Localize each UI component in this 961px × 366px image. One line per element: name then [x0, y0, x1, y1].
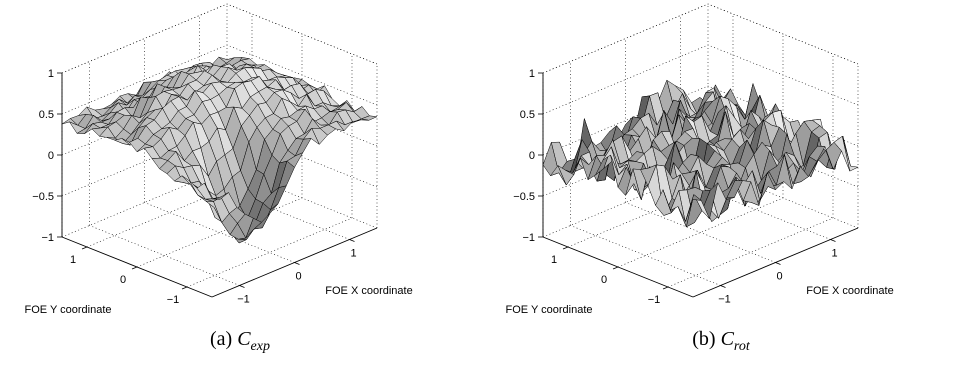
surface-plot-b-canvas: −1 0 1 −1 0 1 −1 −0.5 0 0.5 1 FOE X coordinate FOE Y…: [505, 3, 894, 316]
x-tick: [775, 262, 781, 265]
surface-plot-a-canvas: −1 0 1 −1 0 1 −1 −0.5 0 0.5 1 FOE X coordinate FOE Y…: [24, 3, 413, 316]
grid-line: [199, 179, 350, 240]
grid-line: [570, 225, 721, 286]
x-axis-label: FOE X coordinate: [325, 285, 412, 297]
caption-b-subscript: rot: [733, 339, 750, 354]
y-tick: [562, 246, 569, 250]
caption-a-prefix: (a): [210, 328, 233, 350]
x-tick: [239, 285, 245, 288]
y-axis-label: FOE Y coordinate: [24, 304, 111, 316]
caption-a-subscript: exp: [250, 339, 270, 354]
grid-line: [707, 3, 859, 65]
x-tick: [830, 239, 836, 242]
x-tick-label: 1: [831, 248, 837, 260]
surface: [61, 56, 378, 244]
y-tick-label: 0: [601, 274, 607, 286]
y-tick: [662, 286, 669, 290]
surface-patch: [204, 182, 221, 200]
grid-line: [89, 225, 240, 286]
caption-a: (a) Cexp: [0, 328, 480, 355]
caption-b-prefix: (b): [692, 328, 716, 350]
tick-labels: −1 0 1 −1 0 1 −1 −0.5 0 0.5 1: [513, 68, 837, 306]
grid-line: [707, 85, 859, 147]
z-tick-label: 0.5: [39, 109, 54, 121]
y-tick: [81, 246, 88, 250]
grid-line: [61, 3, 228, 74]
grid-line: [542, 3, 709, 74]
y-tick-label: 1: [551, 254, 557, 266]
z-tick-label: −0.5: [32, 191, 54, 203]
x-tick-label: 0: [776, 271, 782, 283]
y-axis-label: FOE Y coordinate: [505, 304, 592, 316]
surface-plot-a: −1 0 1 −1 0 1 −1 −0.5 0 0.5 1 FOE X coordinate FOE Y…: [0, 0, 480, 366]
caption-b: (b) Crot: [481, 328, 961, 355]
surface-plot-b: −1 0 1 −1 0 1 −1 −0.5 0 0.5 1 FOE X coordinate FOE Y…: [481, 0, 961, 366]
grid-line: [61, 3, 228, 74]
grid-line: [226, 3, 378, 65]
x-tick: [294, 262, 300, 265]
surface-patch: [685, 194, 703, 222]
grid-line: [667, 217, 834, 288]
z-tick-label: −1: [522, 232, 535, 244]
tick-labels: −1 0 1 −1 0 1 −1 −0.5 0 0.5 1: [32, 68, 356, 306]
x-tick-label: −1: [718, 294, 731, 306]
x-tick-label: −1: [237, 294, 250, 306]
y-tick: [612, 266, 619, 270]
grid-line: [186, 217, 353, 288]
z-tick-label: 0: [529, 150, 535, 162]
x-axis-label: FOE X coordinate: [806, 285, 893, 297]
y-tick-label: −1: [648, 294, 661, 306]
x-tick: [349, 239, 355, 242]
grid-line: [542, 3, 709, 74]
x-tick-label: 0: [295, 271, 301, 283]
x-tick: [720, 285, 726, 288]
z-tick-label: −0.5: [513, 191, 535, 203]
grid-line: [226, 126, 378, 188]
grid-line: [625, 202, 776, 263]
surface: [542, 79, 859, 228]
grid-line: [680, 179, 831, 240]
caption-b-symbol: C: [720, 328, 734, 350]
z-tick-label: 0: [48, 150, 54, 162]
y-tick: [131, 266, 138, 270]
x-tick-label: 1: [350, 248, 356, 260]
z-tick-label: 1: [48, 68, 54, 80]
y-tick-label: −1: [167, 294, 180, 306]
y-tick-label: 0: [120, 274, 126, 286]
grid-line: [144, 202, 295, 263]
z-tick-label: 0.5: [520, 109, 535, 121]
y-tick: [181, 286, 188, 290]
y-tick-label: 1: [70, 254, 76, 266]
z-tick-label: −1: [41, 232, 54, 244]
z-tick-label: 1: [529, 68, 535, 80]
caption-a-symbol: C: [237, 328, 251, 350]
